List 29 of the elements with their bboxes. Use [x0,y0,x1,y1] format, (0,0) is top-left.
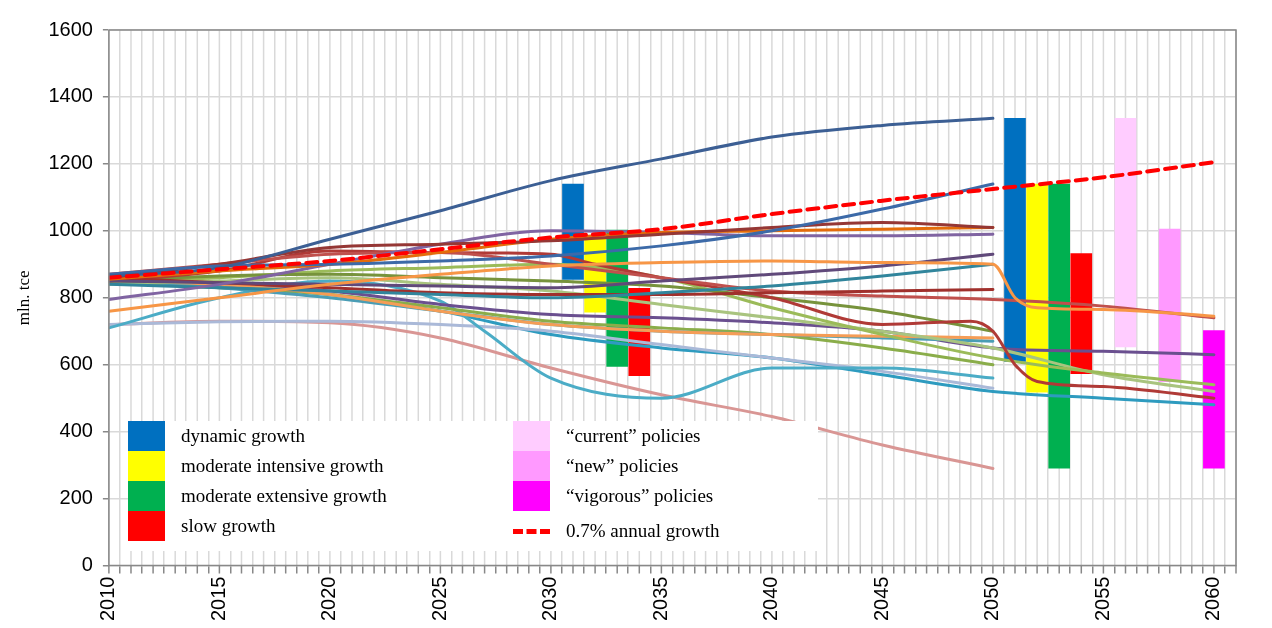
legend-label: 0.7% annual growth [566,520,720,542]
y-axis-title: mln. tce [13,270,33,326]
y-tick-label: 400 [59,419,93,442]
legend-label: moderate extensive growth [181,485,387,507]
x-tick-label: 2060 [1201,576,1224,622]
legend-label: “vigorous” policies [566,485,714,507]
legend-label: moderate intensive growth [181,455,384,477]
x-tick-label: 2055 [1090,576,1113,622]
x-tick-label: 2025 [427,576,450,622]
x-tick-label: 2010 [96,576,119,622]
y-tick-label: 800 [59,285,93,308]
legend-label: slow growth [181,515,276,537]
x-tick-label: 2035 [648,576,671,622]
y-tick-label: 1000 [48,218,93,241]
x-tick-label: 2020 [317,576,340,622]
x-tick-label: 2050 [980,576,1003,622]
y-tick-label: 0 [81,553,93,576]
legend-label: “new” policies [566,455,679,477]
y-tick-label: 200 [59,486,93,509]
y-tick-label: 1400 [48,84,93,107]
x-tick-label: 2030 [538,576,561,622]
y-tick-label: 1600 [48,17,93,40]
legend-label: dynamic growth [181,425,306,447]
y-tick-label: 600 [59,352,93,375]
y-tick-label: 1200 [48,151,93,174]
x-tick-label: 2045 [869,576,892,622]
x-tick-label: 2040 [759,576,782,622]
x-tick-label: 2015 [206,576,229,622]
legend-label: “current” policies [566,425,701,447]
